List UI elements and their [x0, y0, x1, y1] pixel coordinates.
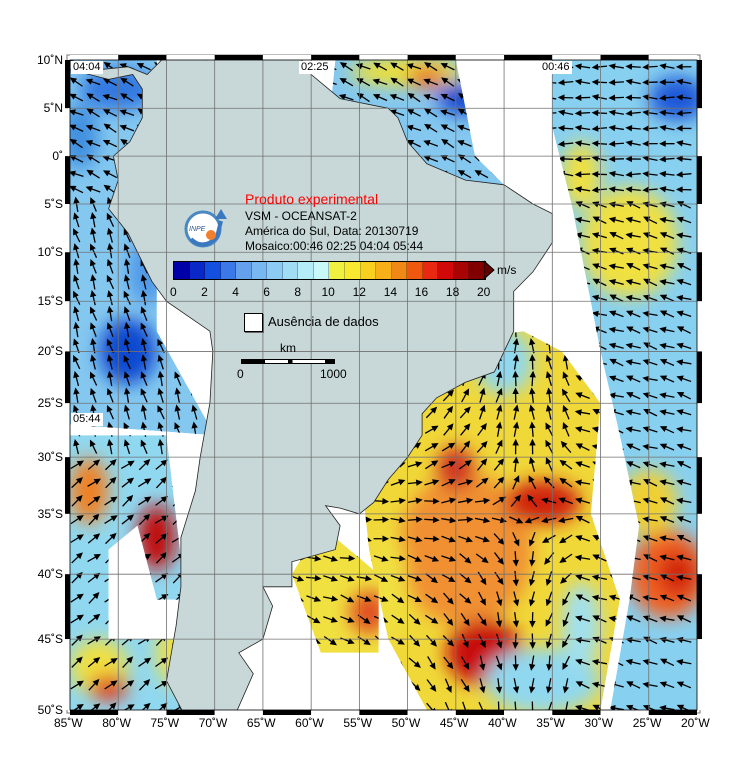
colorbar-units: m/s [497, 263, 517, 277]
colorbar-tick-label: 4 [232, 285, 239, 299]
map-frame [65, 54, 702, 715]
colorbar-bin [189, 262, 206, 279]
colorbar-tick-label: 10 [321, 285, 335, 299]
longitude-label: 65˚W [246, 716, 276, 730]
map-content [70, 60, 697, 710]
latitude-label: 5˚N [43, 101, 63, 116]
colorbar-bin [251, 262, 268, 279]
latitude-label: 45˚S [37, 632, 63, 647]
colorbar-tick-label: 12 [352, 285, 366, 299]
longitude-label: 35˚W [536, 716, 565, 730]
no-data-swatch [244, 313, 263, 332]
colorbar-bin [220, 262, 237, 279]
colorbar-bin [376, 262, 392, 279]
colorbar-bin [391, 262, 408, 279]
longitude-label: 50˚W [391, 716, 421, 730]
latitude-label: 20˚S [37, 344, 63, 359]
longitude-label: 75˚W [150, 716, 180, 730]
no-data-label: Ausência de dados [268, 314, 379, 329]
longitude-label: 55˚W [343, 716, 373, 730]
scale-unit: km [280, 341, 296, 355]
longitude-label: 25˚W [632, 716, 662, 730]
swath-time-label: 04:04 [71, 61, 103, 74]
colorbar-bin [438, 262, 454, 279]
longitude-label: 60˚W [295, 716, 324, 730]
latitude-label: 0˚ [52, 149, 63, 164]
colorbar-bin [469, 262, 485, 279]
colorbar-tick-label: 6 [263, 285, 270, 299]
legend-title: Produto experimental [245, 191, 379, 207]
colorbar-bin [313, 262, 330, 279]
swath-time-label: 00:46 [540, 61, 572, 74]
latitude-label: 10˚N [36, 53, 63, 67]
longitude-label: 30˚W [584, 716, 614, 730]
swath-time-label: 05:44 [71, 413, 103, 426]
latitude-label: 50˚S [37, 702, 63, 717]
longitude-label: 20˚W [680, 716, 710, 730]
colorbar-bin [329, 262, 346, 279]
colorbar-bin [407, 262, 423, 279]
inpe-logo-icon: INPE [184, 209, 227, 248]
colorbar [173, 261, 486, 280]
colorbar-bin [453, 262, 470, 279]
latitude-label: 15˚S [37, 294, 63, 309]
swath-time-label: 02:25 [299, 61, 331, 74]
longitude-label: 40˚W [488, 716, 517, 730]
colorbar-tick-label: 2 [201, 285, 208, 299]
colorbar-bin [345, 262, 361, 279]
scale-end: 1000 [320, 367, 347, 381]
colorbar-bin [422, 262, 439, 279]
colorbar-bin [236, 262, 252, 279]
colorbar-tick-label: 20 [477, 285, 491, 299]
colorbar-bin [282, 262, 299, 279]
latitude-label: 25˚S [37, 396, 63, 411]
scale-bar [241, 359, 335, 364]
colorbar-tick-label: 14 [383, 285, 398, 299]
latitude-label: 35˚S [37, 506, 63, 521]
colorbar-tick-label: 8 [294, 285, 302, 299]
colorbar-bin [205, 262, 221, 279]
legend-region-date: América do Sul, Data: 20130719 [245, 224, 419, 238]
longitude-label: 70˚W [198, 716, 228, 730]
colorbar-tick-label: 18 [445, 285, 460, 299]
latitude-label: 10˚S [37, 245, 63, 260]
latitude-label: 5˚S [44, 197, 63, 212]
colorbar-tick-label: 0 [170, 285, 177, 299]
longitude-label: 80˚W [102, 716, 131, 730]
longitude-label: 85˚W [54, 716, 83, 730]
legend-product: VSM - OCEANSAT-2 [245, 209, 357, 223]
svg-text:INPE: INPE [189, 226, 206, 233]
longitude-label: 45˚W [439, 716, 469, 730]
latitude-label: 30˚S [37, 450, 63, 465]
colorbar-tick-label: 16 [414, 285, 429, 299]
colorbar-bin [360, 262, 377, 279]
colorbar-bin [174, 262, 190, 279]
graticule [70, 60, 697, 710]
colorbar-overflow-arrow-icon [484, 260, 495, 280]
colorbar-bin [267, 262, 283, 279]
colorbar-bin [298, 262, 314, 279]
latitude-label: 40˚S [37, 567, 63, 582]
legend-mosaic: Mosaico:00:46 02:25 04:04 05:44 [245, 239, 424, 253]
scale-start: 0 [237, 367, 244, 381]
